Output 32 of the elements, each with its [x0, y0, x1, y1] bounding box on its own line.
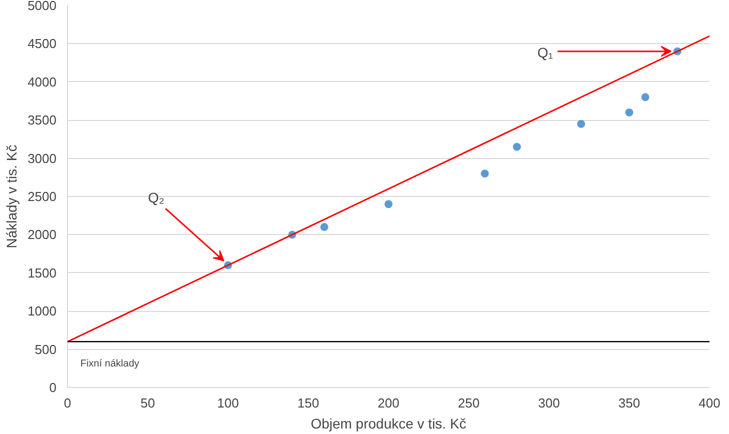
annotation: Q₁	[537, 44, 554, 60]
y-tick-label: 1000	[28, 304, 56, 319]
y-tick-label: 4500	[28, 36, 56, 52]
point	[320, 223, 328, 232]
annotation: Fixní náklady	[80, 358, 140, 370]
point	[641, 93, 650, 102]
point	[480, 170, 489, 178]
point	[625, 108, 634, 116]
y-tick-label: 3500	[28, 112, 56, 128]
y-tick-label: 2000	[28, 227, 56, 242]
y-axis-title: Náklady v tis. Kč	[4, 144, 20, 248]
y-tick-label: 3000	[28, 150, 56, 166]
x-tick-label: 200	[378, 396, 400, 410]
x-tick-label: 100	[217, 396, 239, 410]
x-tick-label: 300	[538, 396, 560, 410]
y-tick-label: 0	[49, 380, 57, 395]
point	[577, 120, 586, 128]
y-tick-label: 5000	[28, 0, 56, 13]
x-tick-label: 400	[698, 396, 720, 410]
x-tick-label: 250	[458, 396, 480, 410]
x-tick-label: 50	[140, 396, 155, 410]
x-axis-title: Objem produkce v tis. Kč	[310, 416, 466, 432]
y-tick-label: 4000	[28, 74, 56, 90]
y-tick-label: 500	[34, 342, 57, 357]
point	[384, 200, 392, 208]
x-tick-label: 0	[64, 396, 72, 410]
y-tick-label: 2500	[28, 189, 56, 204]
x-tick-label: 150	[297, 396, 320, 410]
point	[512, 142, 521, 151]
annotation: Q₂	[148, 189, 164, 206]
x-tick-label: 350	[618, 396, 640, 410]
y-tick-label: 1500	[28, 265, 56, 280]
